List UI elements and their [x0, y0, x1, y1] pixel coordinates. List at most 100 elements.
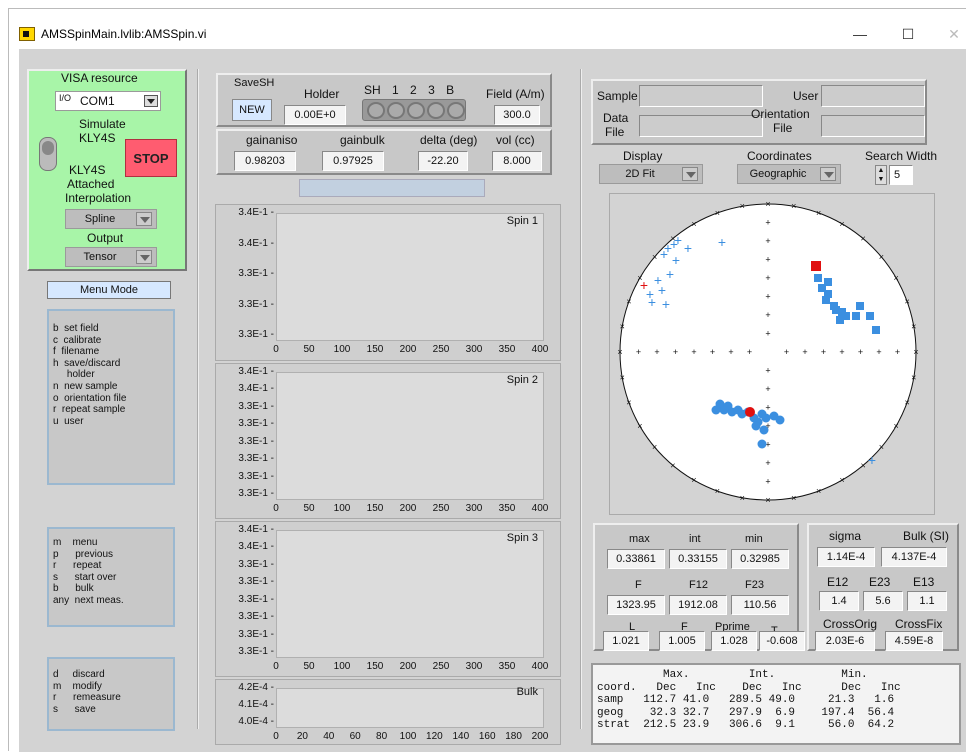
simulate-device-label: KLY4S [79, 131, 116, 145]
command-item: r repeat [53, 560, 102, 572]
x-tick-label: 150 [366, 344, 384, 355]
rim-tick: × [740, 201, 745, 211]
axis-tick: + [765, 329, 770, 339]
axis-tick: + [765, 255, 770, 265]
chevron-down-icon [136, 212, 152, 226]
direction-table: Max. Int. Min. coord. Dec Inc Dec Inc De… [591, 663, 961, 745]
io-icon: I/O [59, 93, 72, 103]
sh-label-b: B [446, 83, 455, 97]
separator [580, 69, 582, 729]
y-tick-label: 3.3E-1 - [238, 593, 274, 605]
x-tick-label: 50 [303, 344, 315, 355]
rim-tick: × [816, 208, 821, 218]
y-tick-label: 4.2E-4 - [238, 682, 274, 693]
sample-field[interactable] [639, 85, 763, 107]
new-button[interactable]: NEW [232, 99, 272, 121]
holder-label: Holder [304, 87, 340, 101]
x-tick-label: 100 [333, 503, 351, 514]
axis-tick: + [765, 477, 770, 487]
int-axis-marker: + [674, 232, 682, 248]
rim-tick: × [904, 398, 909, 408]
axis-tick: + [895, 347, 900, 357]
rim-tick: × [670, 460, 675, 470]
delta-value: -22.20 [418, 151, 468, 171]
visa-resource-select[interactable]: I/O COM1 [55, 91, 161, 111]
command-list-save: d discard m modify r remeasure s save [47, 657, 175, 731]
min-mean-marker [745, 407, 755, 417]
max-axis-marker [836, 316, 844, 324]
rim-tick: × [791, 201, 796, 211]
l-label: L [629, 621, 636, 633]
window-title: AMSSpinMain.lvlib:AMSSpin.vi [41, 27, 207, 41]
rim-tick: × [839, 219, 844, 229]
command-item: r remeasure [53, 692, 121, 704]
graph-name: Spin 2 [506, 374, 538, 386]
x-tick-label: 20 [296, 731, 308, 742]
int-axis-marker: + [666, 266, 674, 282]
max-mean-marker [811, 261, 821, 271]
min-axis-marker [775, 415, 785, 425]
axis-tick: + [747, 347, 752, 357]
table-row: geog 32.3 32.7 297.9 6.9 197.4 56.4 [597, 706, 895, 719]
x-tick-label: 400 [531, 344, 549, 355]
x-tick-label: 400 [531, 503, 549, 514]
rim-tick: × [879, 252, 884, 262]
progress-bar [299, 179, 485, 197]
command-list-main: b set field c calibrate f filename h save/d… [47, 309, 175, 485]
sigma-label: sigma [829, 529, 862, 543]
int-axis-marker: + [664, 240, 672, 256]
output-value: Tensor [83, 251, 117, 263]
field-label: Field (A/m) [486, 87, 545, 101]
display-value: 2D Fit [625, 168, 655, 180]
display-select[interactable]: 2D Fit [599, 164, 703, 184]
stop-button[interactable]: STOP [125, 139, 177, 177]
minimize-button[interactable]: — [853, 26, 867, 42]
chevron-down-icon [682, 167, 698, 181]
rim-tick: × [894, 273, 899, 283]
data-file-field[interactable] [639, 115, 763, 137]
y-tick-label: 3.3E-1 - [238, 611, 274, 623]
maximize-button[interactable]: ☐ [901, 26, 915, 42]
rim-tick: × [691, 475, 696, 485]
coordinates-label: Coordinates [747, 149, 812, 163]
close-button[interactable]: ✕ [948, 26, 960, 42]
e23-value: 5.6 [863, 591, 903, 611]
savesh-label: SaveSH [234, 77, 275, 89]
sh-label-3: 3 [428, 83, 435, 97]
search-width-stepper[interactable]: ▲ ▼ [875, 165, 887, 185]
spin1-graph: Spin 1 3.4E-1 - 3.4E-1 - 3.3E-1 - 3.3E-1 - 3.… [215, 204, 561, 361]
orientation-file-field[interactable] [821, 115, 925, 137]
interpolation-select[interactable]: Spline [65, 209, 157, 229]
min-axis-marker [761, 413, 771, 423]
command-item: d discard [53, 669, 105, 680]
axis-tick: + [710, 347, 715, 357]
command-item: m menu [53, 537, 98, 548]
e13-value: 1.1 [907, 591, 947, 611]
f2-value: 1.005 [659, 631, 705, 651]
axis-tick: + [821, 347, 826, 357]
search-width-value[interactable]: 5 [889, 165, 913, 185]
rim-tick: × [637, 273, 642, 283]
output-select[interactable]: Tensor [65, 247, 157, 267]
gainaniso-label: gainaniso [246, 133, 298, 147]
max-value: 0.33861 [607, 549, 665, 569]
command-item: f filename [53, 346, 100, 358]
title-bar: AMSSpinMain.lvlib:AMSSpin.vi — ☐ ✕ [9, 9, 966, 49]
int-label: int [689, 533, 701, 545]
user-field[interactable] [821, 85, 925, 107]
x-tick-label: 350 [498, 344, 516, 355]
simulate-toggle[interactable] [39, 137, 57, 171]
coordinates-select[interactable]: Geographic [737, 164, 841, 184]
command-list-measure: m menu p previous r repeat s start over b bu… [47, 527, 175, 627]
y-tick-label: 3.3E-1 - [238, 558, 274, 570]
x-tick-label: 40 [323, 731, 335, 742]
x-tick-label: 0 [273, 731, 279, 742]
rim-tick: × [620, 373, 625, 383]
int-mean-marker: + [640, 277, 648, 293]
axis-tick: + [636, 347, 641, 357]
chevron-down-icon[interactable] [144, 95, 158, 107]
pprime-value: 1.028 [711, 631, 757, 651]
axis-tick: + [765, 310, 770, 320]
max-label: max [629, 533, 650, 545]
y-tick-label: 3.4E-1 - [238, 237, 274, 249]
